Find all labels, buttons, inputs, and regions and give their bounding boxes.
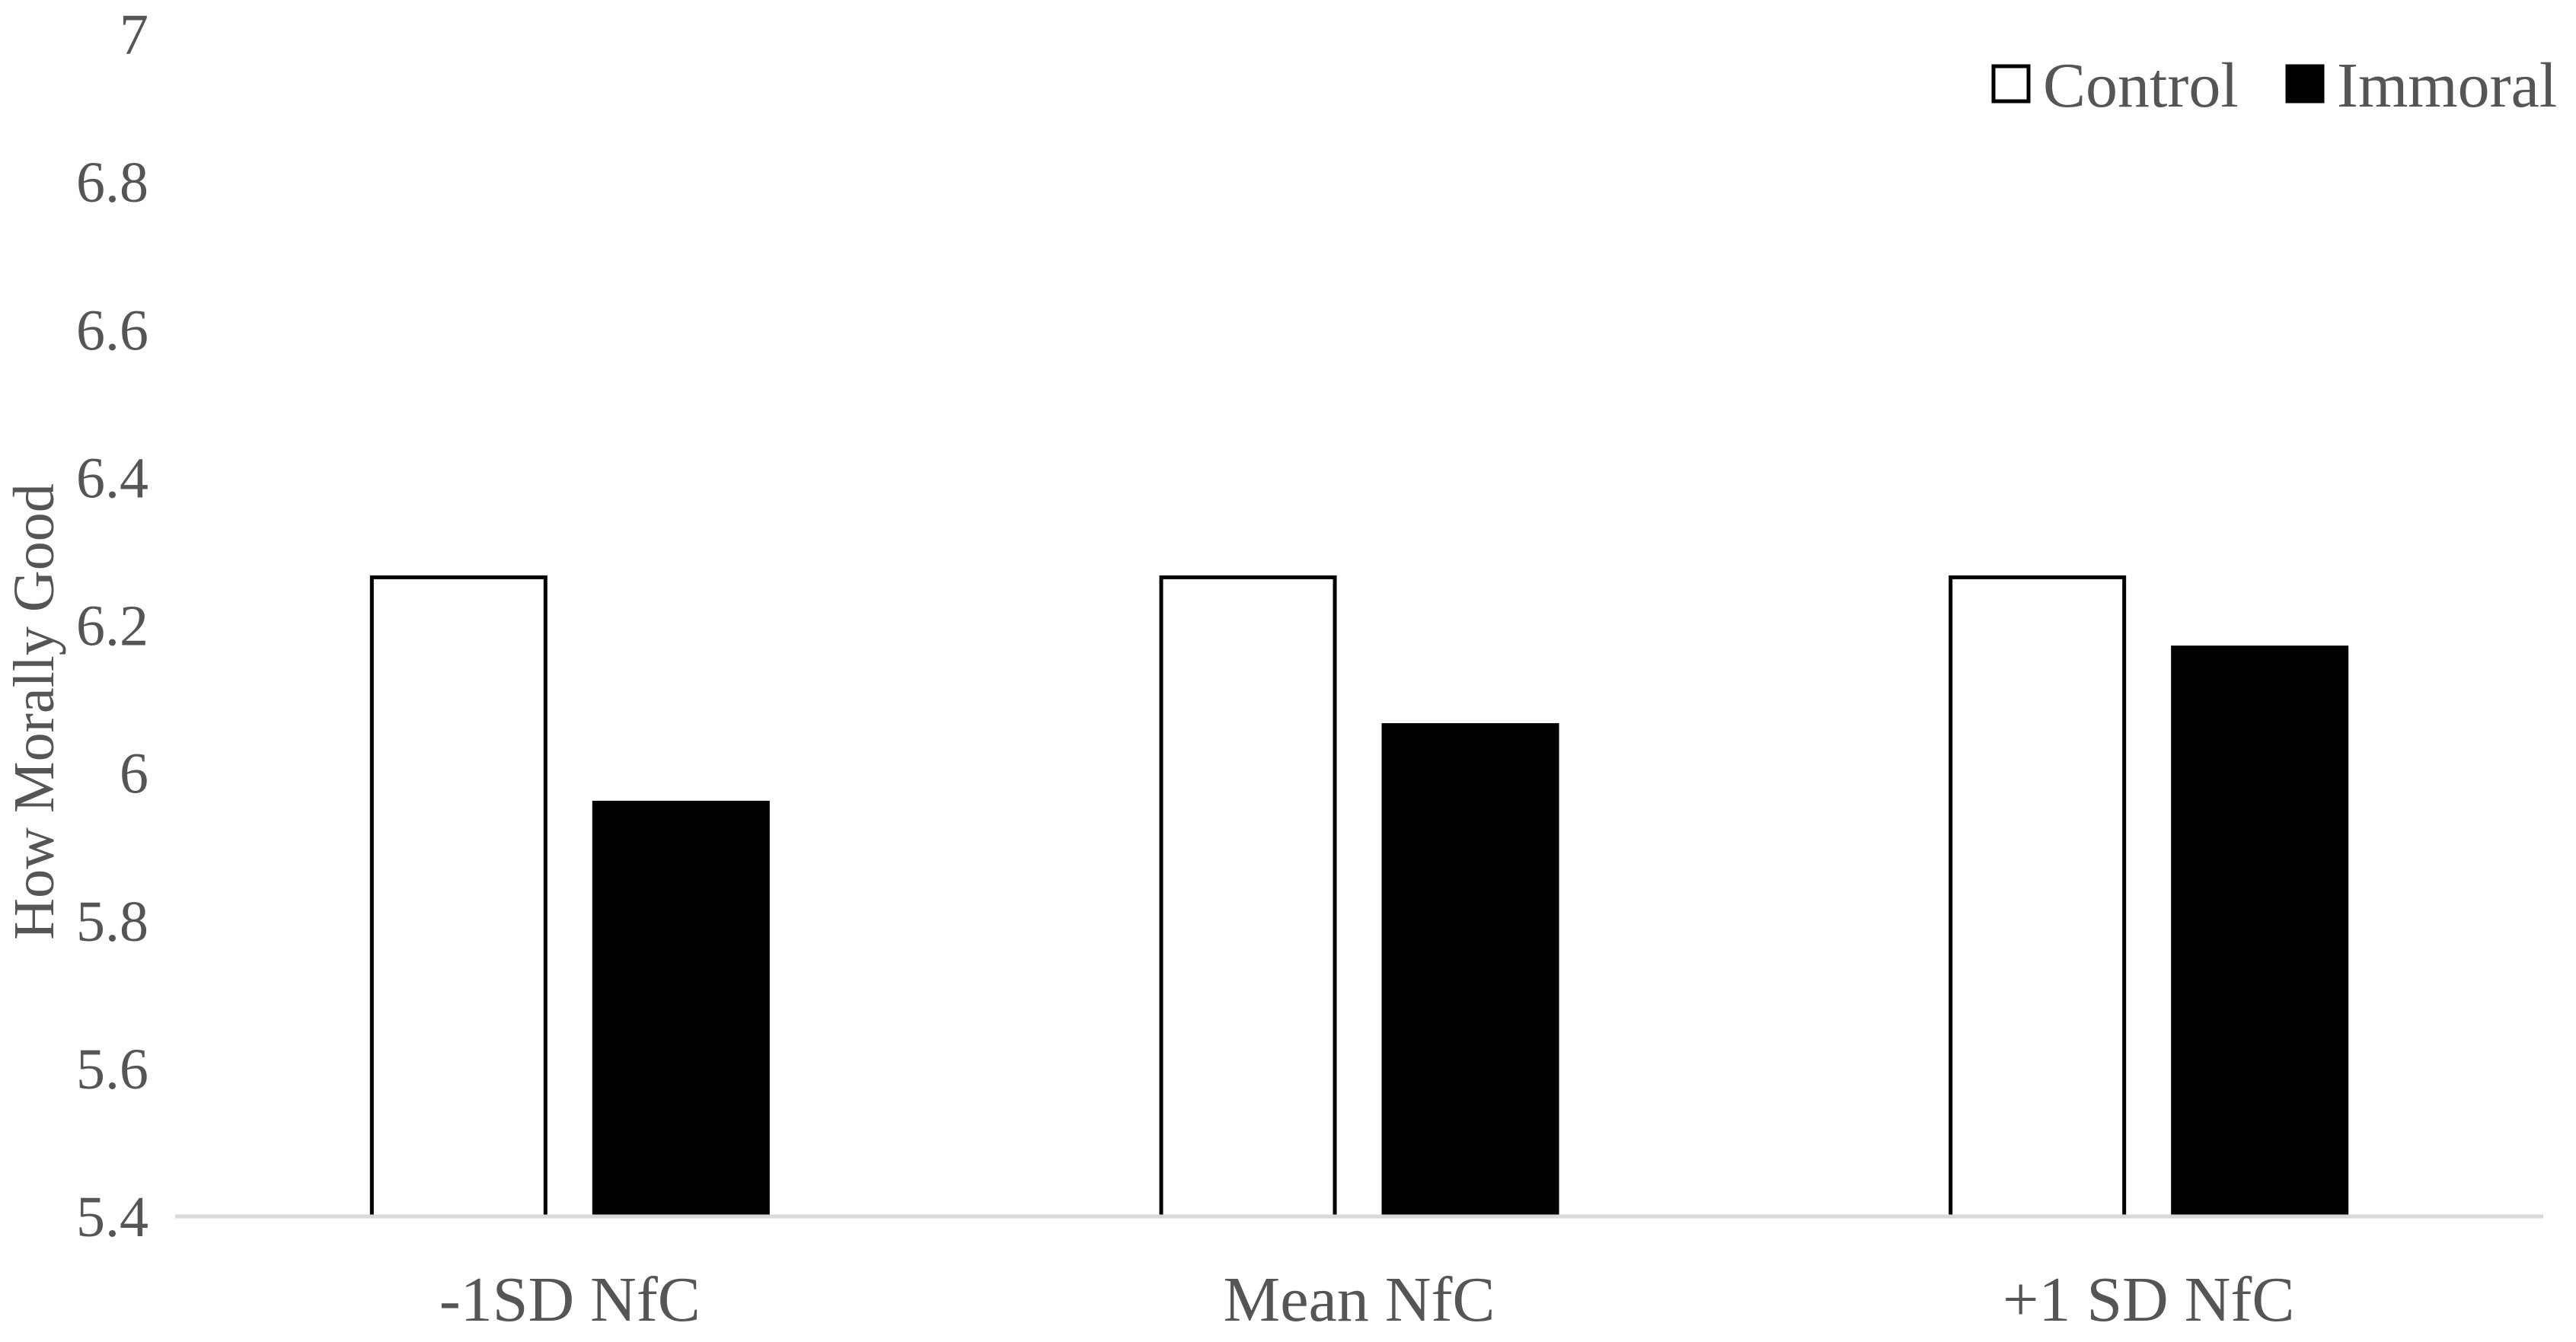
x-category-label: Mean NfC <box>1224 1264 1495 1335</box>
y-tick-label: 6.6 <box>76 298 148 362</box>
legend-swatch-control <box>1991 64 2031 104</box>
y-tick-label: 5.6 <box>76 1038 148 1101</box>
y-tick-label: 6.8 <box>76 151 148 215</box>
bar-control-2 <box>1159 575 1337 1219</box>
bar-control-1 <box>369 575 547 1219</box>
legend-swatch-immoral <box>2285 64 2325 104</box>
y-axis-ticks: 5.4 5.6 5.8 6 6.2 6.4 6.6 6.8 7 <box>76 3 148 1249</box>
x-category-label: +1 SD NfC <box>2003 1264 2294 1335</box>
x-axis-labels: -1SD NfC Mean NfC +1 SD NfC <box>439 1264 2295 1335</box>
bars <box>369 575 2349 1219</box>
bar-immoral-3 <box>2171 645 2349 1219</box>
y-axis-title: How Morally Good <box>2 483 66 940</box>
bar-immoral-2 <box>1381 723 1559 1219</box>
bar-control-3 <box>1949 575 2127 1219</box>
y-tick-label: 5.8 <box>76 890 148 954</box>
y-tick-label: 6.2 <box>76 594 148 658</box>
y-tick-label: 7 <box>120 3 148 67</box>
legend: Control Immoral <box>1991 50 2557 121</box>
legend-label-immoral: Immoral <box>2337 50 2557 121</box>
bar-immoral-1 <box>592 800 770 1219</box>
legend-label-control: Control <box>2043 50 2239 121</box>
y-tick-label: 5.4 <box>76 1185 148 1249</box>
y-tick-label: 6.4 <box>76 446 148 510</box>
y-tick-label: 6 <box>120 742 148 806</box>
x-category-label: -1SD NfC <box>439 1264 701 1335</box>
